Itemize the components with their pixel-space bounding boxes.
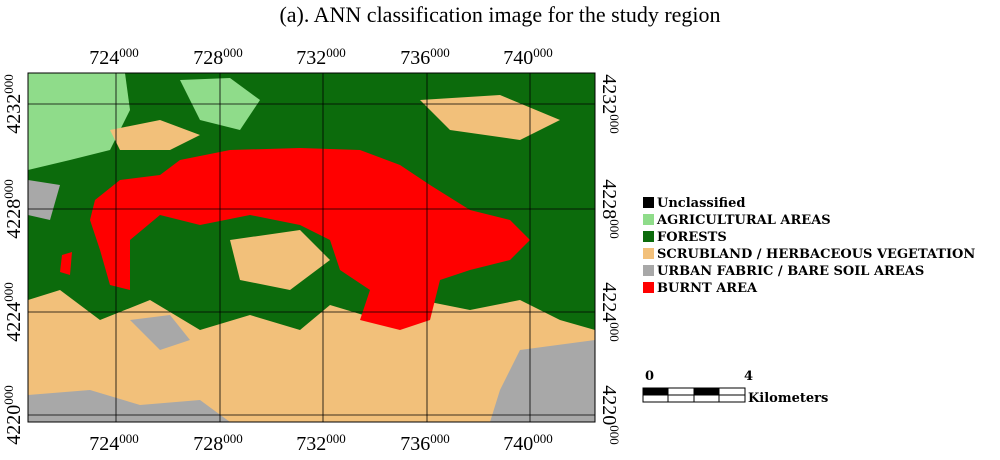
coordinate-minor: 000: [430, 45, 450, 60]
coordinate-major: 732: [296, 47, 326, 69]
coordinate-minor: 000: [119, 45, 139, 60]
map-frame: [27, 72, 596, 423]
coordinate-minor: 000: [1, 282, 16, 302]
coordinate-label: 4232000: [1, 74, 25, 134]
legend-label: BURNT AREA: [657, 281, 758, 296]
coordinate-minor: 000: [223, 45, 243, 60]
coordinate-major: 4220: [598, 385, 620, 425]
coordinate-label: 4220000: [1, 385, 25, 445]
coordinate-major: 4228: [598, 179, 620, 219]
coordinate-minor: 000: [430, 431, 450, 446]
legend-label: SCRUBLAND / HERBACEOUS VEGETATION: [657, 247, 975, 262]
coordinate-major: 736: [400, 47, 430, 69]
coordinate-label: 736000: [400, 431, 450, 455]
coordinate-major: 4232: [3, 94, 25, 134]
coordinate-minor: 000: [326, 45, 346, 60]
coordinate-major: 732: [296, 433, 326, 455]
legend-swatch: [643, 231, 654, 242]
legend-swatch: [643, 248, 654, 259]
classification-raster: [28, 73, 595, 422]
coordinate-minor: 000: [607, 425, 622, 445]
coordinate-minor: 000: [533, 431, 553, 446]
coordinate-major: 724: [89, 433, 119, 455]
coordinate-minor: 000: [607, 219, 622, 239]
scale-unit: Kilometers: [748, 391, 828, 406]
coordinate-label: 732000: [296, 45, 346, 69]
coordinate-label: 4228000: [598, 179, 622, 239]
coordinate-label: 4228000: [1, 179, 25, 239]
coordinate-label: 732000: [296, 431, 346, 455]
coordinate-label: 740000: [503, 431, 553, 455]
scale-start: 0: [645, 369, 654, 384]
coordinate-label: 724000: [89, 431, 139, 455]
coordinate-major: 4228: [3, 199, 25, 239]
coordinate-major: 4224: [598, 282, 620, 322]
coordinate-label: 740000: [503, 45, 553, 69]
coordinate-major: 4220: [3, 405, 25, 445]
legend-label: Unclassified: [657, 196, 745, 211]
coordinate-major: 728: [193, 433, 223, 455]
figure-title: (a). ANN classification image for the st…: [279, 2, 720, 27]
legend-label: URBAN FABRIC / BARE SOIL AREAS: [657, 264, 924, 279]
legend-swatch: [643, 197, 654, 208]
legend-swatch: [643, 214, 654, 225]
coordinate-major: 4232: [598, 74, 620, 114]
legend: Unclassified AGRICULTURAL AREAS FORESTS SCR…: [643, 196, 975, 296]
coordinate-label: 4224000: [598, 282, 622, 342]
legend-swatch: [643, 265, 654, 276]
coordinate-minor: 000: [1, 179, 16, 199]
legend-label: FORESTS: [657, 230, 727, 245]
coordinate-label: 728000: [193, 431, 243, 455]
coordinate-minor: 000: [533, 45, 553, 60]
coordinate-minor: 000: [607, 322, 622, 342]
coordinate-minor: 000: [223, 431, 243, 446]
graticule: 7240007240007280007280007320007320007360…: [1, 45, 622, 455]
scale-end: 4: [744, 369, 753, 384]
coordinate-minor: 000: [119, 431, 139, 446]
coordinate-label: 4220000: [598, 385, 622, 445]
legend-label: AGRICULTURAL AREAS: [656, 213, 831, 228]
scale-bar: 0 4 Kilometers: [642, 369, 828, 406]
coordinate-label: 736000: [400, 45, 450, 69]
coordinate-major: 740: [503, 47, 533, 69]
coordinate-minor: 000: [607, 114, 622, 134]
coordinate-label: 728000: [193, 45, 243, 69]
legend-swatch: [643, 282, 654, 293]
coordinate-major: 4224: [3, 302, 25, 342]
coordinate-minor: 000: [326, 431, 346, 446]
coordinate-label: 4224000: [1, 282, 25, 342]
coordinate-major: 736: [400, 433, 430, 455]
coordinate-major: 740: [503, 433, 533, 455]
coordinate-minor: 000: [1, 385, 16, 405]
coordinate-major: 728: [193, 47, 223, 69]
coordinate-label: 724000: [89, 45, 139, 69]
coordinate-label: 4232000: [598, 74, 622, 134]
coordinate-minor: 000: [1, 74, 16, 94]
coordinate-major: 724: [89, 47, 119, 69]
